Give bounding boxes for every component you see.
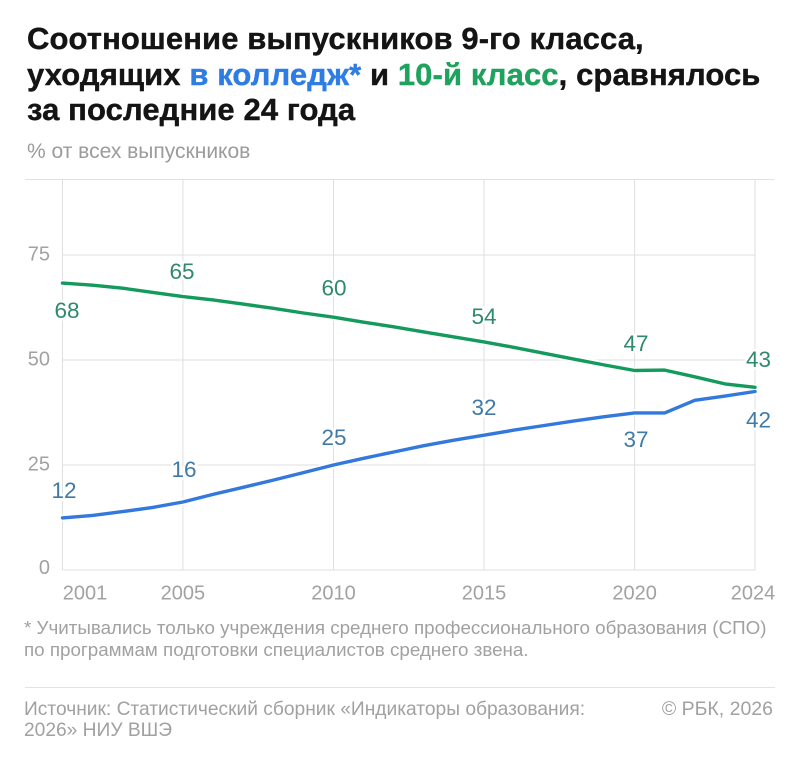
svg-text:50: 50: [28, 349, 50, 371]
svg-text:2010: 2010: [311, 583, 356, 605]
svg-text:16: 16: [171, 457, 196, 482]
svg-text:43: 43: [746, 347, 771, 372]
svg-text:2001: 2001: [63, 583, 108, 605]
svg-text:54: 54: [471, 304, 496, 329]
svg-text:25: 25: [28, 454, 50, 476]
svg-text:2005: 2005: [161, 583, 206, 605]
svg-text:68: 68: [54, 298, 79, 323]
svg-text:12: 12: [51, 478, 76, 503]
svg-text:2024: 2024: [731, 583, 776, 605]
svg-text:0: 0: [39, 557, 50, 579]
svg-text:25: 25: [321, 425, 346, 450]
svg-text:75: 75: [28, 244, 50, 266]
svg-text:65: 65: [169, 259, 194, 284]
svg-text:2020: 2020: [612, 583, 657, 605]
svg-text:32: 32: [471, 395, 496, 420]
svg-text:47: 47: [623, 331, 648, 356]
svg-text:60: 60: [321, 276, 346, 301]
svg-text:37: 37: [623, 427, 648, 452]
svg-text:2015: 2015: [462, 583, 507, 605]
svg-text:42: 42: [746, 408, 771, 433]
